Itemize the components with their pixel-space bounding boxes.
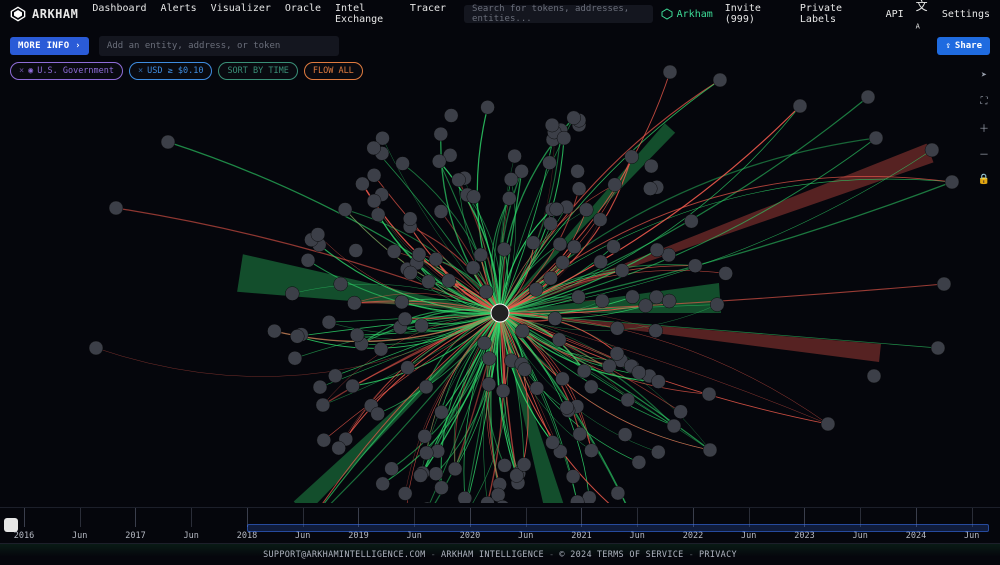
footer-privacy[interactable]: PRIVACY: [699, 550, 737, 560]
share-icon: ⇪: [945, 41, 950, 51]
nav-alerts[interactable]: Alerts: [161, 3, 197, 25]
timeline-year-label: 2021: [571, 531, 591, 541]
footer-company: ARKHAM INTELLIGENCE: [441, 550, 544, 560]
settings-link[interactable]: Settings: [942, 9, 990, 20]
brand-logo[interactable]: ARKHAM: [10, 6, 78, 22]
timeline-year-label: 2017: [125, 531, 145, 541]
api-link[interactable]: API: [886, 9, 904, 20]
timeline-minor-label: Jun: [964, 531, 979, 541]
nav-oracle[interactable]: Oracle: [285, 3, 321, 25]
arkham-token-label: Arkham: [677, 9, 713, 20]
top-nav: ARKHAM Dashboard Alerts Visualizer Oracl…: [0, 0, 1000, 28]
timeline-year-label: 2022: [683, 531, 703, 541]
network-graph[interactable]: [0, 58, 1000, 503]
search-placeholder: Search for tokens, addresses, entities..…: [472, 4, 645, 24]
entity-input-placeholder: Add an entity, address, or token: [107, 41, 280, 51]
timeline-minor-label: Jun: [518, 531, 533, 541]
invite-link[interactable]: Invite (999): [725, 3, 788, 25]
private-labels-link[interactable]: Private Labels: [800, 3, 874, 25]
timeline-year-label: 2016: [14, 531, 34, 541]
top-right-controls: Arkham Invite (999) Private Labels API 文…: [661, 0, 990, 31]
timeline-handle[interactable]: [4, 518, 18, 532]
action-bar: MORE INFO › Add an entity, address, or t…: [0, 34, 1000, 58]
timeline-track[interactable]: 2016Jun2017Jun2018Jun2019Jun2020Jun2021J…: [24, 508, 994, 541]
timeline-year-label: 2020: [460, 531, 480, 541]
hexagon-icon: [661, 8, 673, 20]
arkham-token-link[interactable]: Arkham: [661, 8, 713, 20]
nav-visualizer[interactable]: Visualizer: [211, 3, 271, 25]
nav-links: Dashboard Alerts Visualizer Oracle Intel…: [92, 3, 446, 25]
footer-email[interactable]: SUPPORT@ARKHAMINTELLIGENCE.COM: [263, 550, 426, 560]
nav-intel-exchange[interactable]: Intel Exchange: [335, 3, 396, 25]
timeline-tick-minor: [191, 508, 192, 527]
footer-copyright: © 2024: [559, 550, 592, 560]
timeline-minor-label: Jun: [630, 531, 645, 541]
timeline-minor-label: Jun: [72, 531, 87, 541]
footer: SUPPORT@ARKHAMINTELLIGENCE.COM- ARKHAM I…: [0, 543, 1000, 565]
timeline-tick-major: [24, 508, 25, 527]
language-icon[interactable]: 文A: [916, 0, 930, 31]
footer-tos[interactable]: TERMS OF SERVICE: [597, 550, 684, 560]
timeline-year-label: 2023: [794, 531, 814, 541]
global-search[interactable]: Search for tokens, addresses, entities..…: [464, 5, 653, 23]
timeline-tick-minor: [80, 508, 81, 527]
entity-input[interactable]: Add an entity, address, or token: [99, 36, 339, 56]
timeline-minor-label: Jun: [295, 531, 310, 541]
timeline-minor-label: Jun: [853, 531, 868, 541]
timeline-year-label: 2019: [348, 531, 368, 541]
timeline: 2016 Jun 2017 Jun 2018 Jun 2019 Jun 2020 Jun 2021 J…: [0, 507, 1000, 541]
graph-canvas[interactable]: [0, 58, 1000, 503]
timeline-selected-range[interactable]: [247, 524, 989, 532]
nav-tracer[interactable]: Tracer: [410, 3, 446, 25]
timeline-minor-label: Jun: [184, 531, 199, 541]
timeline-year-label: 2024: [906, 531, 926, 541]
timeline-tick-major: [135, 508, 136, 527]
share-button[interactable]: ⇪ Share: [937, 37, 990, 55]
nav-dashboard[interactable]: Dashboard: [92, 3, 146, 25]
brand-name: ARKHAM: [32, 7, 78, 21]
logo-icon: [10, 6, 26, 22]
timeline-year-label: 2018: [237, 531, 257, 541]
more-info-label: MORE INFO ›: [18, 41, 81, 51]
share-label: Share: [955, 41, 982, 51]
timeline-minor-label: Jun: [741, 531, 756, 541]
timeline-minor-label: Jun: [407, 531, 422, 541]
more-info-button[interactable]: MORE INFO ›: [10, 37, 89, 55]
